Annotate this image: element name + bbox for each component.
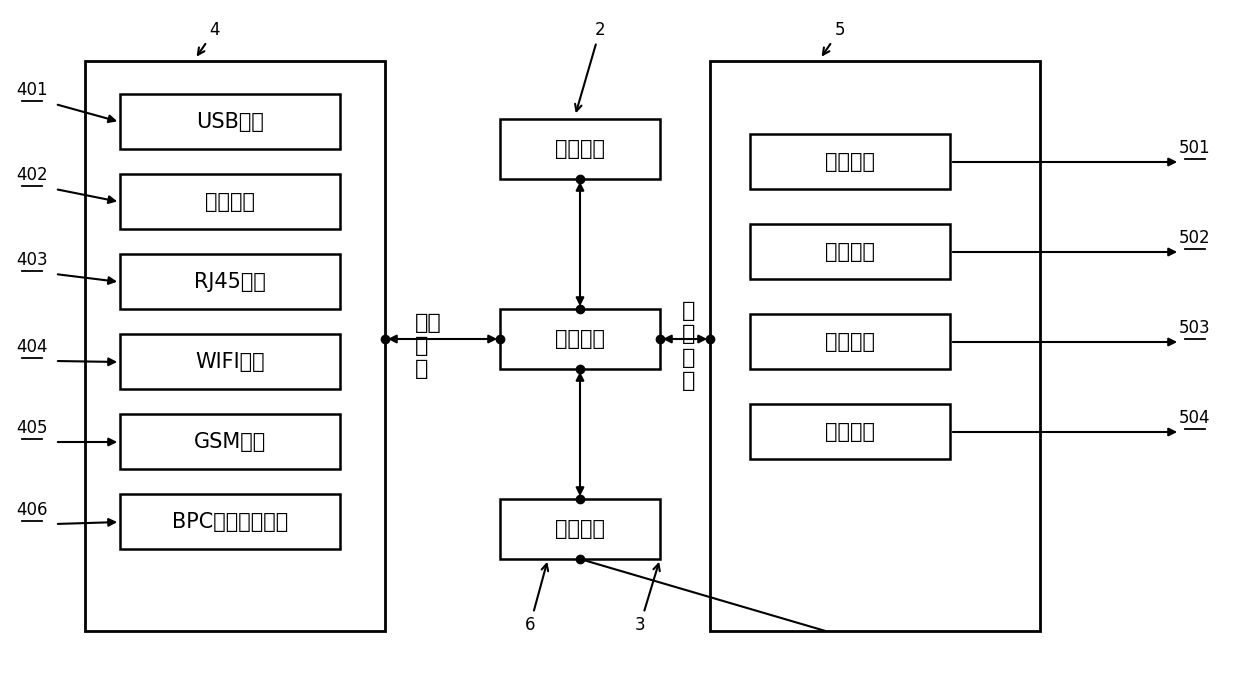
Text: 406: 406 <box>16 501 48 519</box>
Text: 供电模块: 供电模块 <box>556 519 605 539</box>
Bar <box>120 414 340 469</box>
Text: 控制模块: 控制模块 <box>556 329 605 349</box>
Text: 4: 4 <box>198 21 221 55</box>
Text: 404: 404 <box>16 338 48 356</box>
Text: 3: 3 <box>635 564 660 634</box>
Text: 字库单元: 字库单元 <box>825 331 875 352</box>
Bar <box>120 334 340 389</box>
Text: 403: 403 <box>16 251 48 269</box>
Text: 401: 401 <box>16 81 48 99</box>
Bar <box>86 61 384 631</box>
Text: GSM单元: GSM单元 <box>193 431 267 452</box>
Text: WIFI单元: WIFI单元 <box>195 352 265 371</box>
Text: 2: 2 <box>575 21 605 111</box>
Text: 喜叭单元: 喜叭单元 <box>825 242 875 261</box>
Bar <box>120 494 340 549</box>
Text: 5: 5 <box>823 21 846 55</box>
Text: 存储单元: 存储单元 <box>825 422 875 441</box>
Text: 502: 502 <box>1179 229 1210 247</box>
Bar <box>120 254 340 309</box>
Bar <box>750 314 950 369</box>
Text: 显示模块: 显示模块 <box>556 139 605 159</box>
Text: 503: 503 <box>1179 319 1210 337</box>
Text: 播
放
模
块: 播 放 模 块 <box>682 301 694 391</box>
Text: RJ45单元: RJ45单元 <box>195 272 265 291</box>
Bar <box>500 309 660 369</box>
Bar <box>500 119 660 179</box>
Text: 语音单元: 语音单元 <box>825 151 875 172</box>
Bar <box>500 499 660 559</box>
Bar <box>711 61 1040 631</box>
Text: BPC电波接收单元: BPC电波接收单元 <box>172 511 288 532</box>
Bar <box>750 404 950 459</box>
Text: 405: 405 <box>16 419 48 437</box>
Text: 蓝牙单元: 蓝牙单元 <box>205 191 255 211</box>
Text: 504: 504 <box>1179 409 1210 427</box>
Text: USB单元: USB单元 <box>196 111 264 132</box>
Text: 402: 402 <box>16 166 48 184</box>
Bar <box>120 174 340 229</box>
Text: 501: 501 <box>1179 139 1210 157</box>
Text: 6: 6 <box>525 564 548 634</box>
Bar <box>750 134 950 189</box>
Bar <box>120 94 340 149</box>
Bar <box>750 224 950 279</box>
Text: 连接
模
块: 连接 模 块 <box>415 313 441 379</box>
